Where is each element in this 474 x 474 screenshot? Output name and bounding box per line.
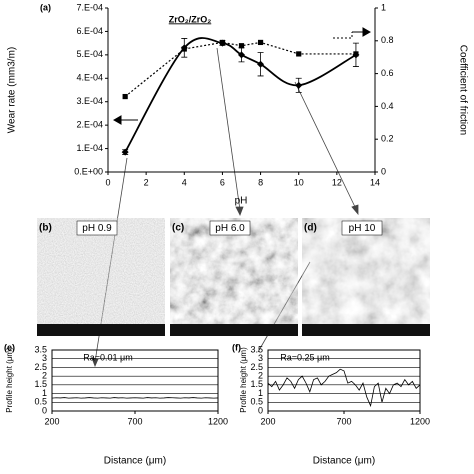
caption-box <box>341 220 383 236</box>
y2-axis-label: Coefficient of friction <box>457 45 468 135</box>
y-tick-label: 0 <box>42 405 47 415</box>
scale-strip <box>170 324 298 336</box>
image-caption: pH 6.0 <box>215 223 245 234</box>
panel-label: (f) <box>232 342 241 352</box>
x-tick-label: 2 <box>144 177 149 187</box>
point-marker <box>121 148 129 156</box>
annotation: Ra=0.01 μm <box>83 352 132 362</box>
x-tick-label: 4 <box>182 177 187 187</box>
x-axis-label: Distance (μm) <box>313 456 375 467</box>
point-marker <box>122 93 128 100</box>
y-tick-label: 1 <box>42 388 47 398</box>
x-tick-label: 10 <box>294 177 304 187</box>
y-tick-label: 0 <box>258 405 263 415</box>
y-tick-label: 3.5 <box>250 344 263 354</box>
y-tick-label: 1.5 <box>250 379 263 389</box>
axis-arrows <box>112 27 372 125</box>
plot-frame <box>51 349 219 412</box>
y-tick-label: 6.E-04 <box>76 26 103 36</box>
image-label: (b) <box>39 223 52 234</box>
image-caption: pH 0.9 <box>82 223 112 234</box>
y-axis-label: Profile height (μm) <box>5 347 14 413</box>
x-tick-label: 6 <box>220 177 225 187</box>
y-axis-label: Profile height (μm) <box>239 347 248 413</box>
y2-tick-label: 0.2 <box>381 134 394 144</box>
y-tick-label: 1 <box>258 388 263 398</box>
y-tick-label: 5.E-04 <box>76 49 103 59</box>
x-tick-label: 1200 <box>208 416 228 426</box>
y-tick-label: 3 <box>42 353 47 363</box>
annotation: ZrO₂/ZrO₂ <box>169 14 212 24</box>
y-tick-label: 3.E-04 <box>76 96 103 106</box>
y2-tick-label: 0 <box>381 166 386 176</box>
y-tick-label: 0.E+00 <box>74 166 103 176</box>
x-tick-label: 12 <box>332 177 342 187</box>
scale-strip <box>302 324 430 336</box>
y2-tick-label: 1 <box>381 2 386 12</box>
x-tick-label: 200 <box>260 416 275 426</box>
y2-tick-label: 0.6 <box>381 68 394 78</box>
image-label: (d) <box>304 223 317 234</box>
y-tick-label: 1.E-04 <box>76 143 103 153</box>
sem-image <box>36 217 166 337</box>
point-marker <box>257 60 265 68</box>
point-marker <box>257 39 264 46</box>
y2-tick-label: 0.8 <box>381 35 394 45</box>
x-tick-label: 0 <box>105 177 110 187</box>
x-tick-label: 700 <box>127 416 142 426</box>
x-tick-label: 14 <box>370 177 380 187</box>
y-tick-label: 0.5 <box>250 397 263 407</box>
x-axis-label: Distance (μm) <box>104 456 166 467</box>
y-tick-label: 0.5 <box>34 397 47 407</box>
sem-image <box>169 217 299 337</box>
panel-label: (e) <box>4 342 15 352</box>
image-caption: pH 10 <box>349 223 376 234</box>
sem-image <box>301 217 431 337</box>
x-tick-label: 700 <box>336 416 351 426</box>
point-marker <box>181 46 187 52</box>
series-line <box>267 368 421 408</box>
y-tick-label: 7.E-04 <box>76 2 103 12</box>
annotation: Ra=0.25 μm <box>280 352 329 362</box>
x-tick-label: 8 <box>258 177 263 187</box>
point-marker <box>296 51 302 57</box>
caption-box <box>76 220 118 236</box>
point-marker <box>295 81 303 89</box>
point-marker <box>219 39 226 46</box>
y-tick-label: 2.5 <box>250 362 263 372</box>
y-tick-label: 3.5 <box>34 344 47 354</box>
point-marker <box>238 43 245 49</box>
y-tick-label: 1.5 <box>34 379 47 389</box>
x-tick-label: 1200 <box>410 416 430 426</box>
scale-strip <box>37 324 165 336</box>
y2-tick-label: 0.4 <box>381 101 394 111</box>
x-tick-label: 200 <box>44 416 59 426</box>
y-axis-label: Wear rate (mm3/m) <box>7 47 18 134</box>
y-tick-label: 2 <box>258 371 263 381</box>
point-marker <box>353 51 359 57</box>
panel-label: (a) <box>40 2 51 12</box>
point-marker <box>238 51 245 59</box>
series-line <box>51 397 219 399</box>
y-tick-label: 2.5 <box>34 362 47 372</box>
y-tick-label: 4.E-04 <box>76 73 103 83</box>
y-tick-label: 2 <box>42 371 47 381</box>
x-axis-label: pH <box>235 196 248 207</box>
y-tick-label: 3 <box>258 353 263 363</box>
image-label: (c) <box>172 223 184 234</box>
caption-box <box>209 220 251 236</box>
y-tick-label: 2.E-04 <box>76 120 103 130</box>
